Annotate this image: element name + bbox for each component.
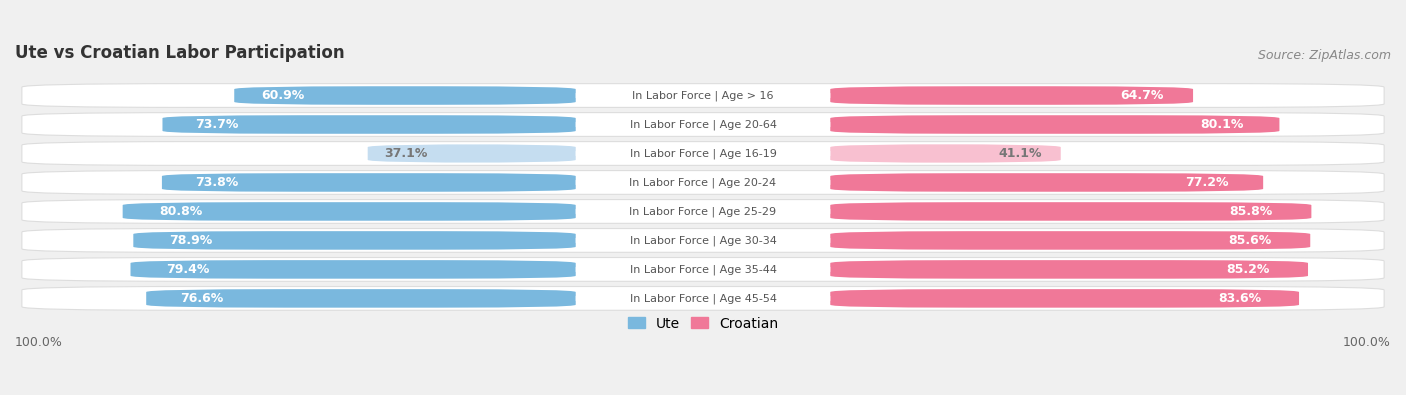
FancyBboxPatch shape [831, 289, 1299, 308]
Text: 77.2%: 77.2% [1185, 176, 1229, 189]
FancyBboxPatch shape [527, 174, 879, 191]
Text: Ute vs Croatian Labor Participation: Ute vs Croatian Labor Participation [15, 45, 344, 62]
FancyBboxPatch shape [831, 115, 1279, 134]
FancyBboxPatch shape [122, 202, 575, 221]
Legend: Ute, Croatian: Ute, Croatian [623, 311, 783, 336]
FancyBboxPatch shape [22, 113, 1384, 136]
Text: 100.0%: 100.0% [1343, 336, 1391, 349]
Text: 37.1%: 37.1% [384, 147, 427, 160]
FancyBboxPatch shape [235, 86, 575, 105]
FancyBboxPatch shape [831, 231, 1310, 250]
FancyBboxPatch shape [22, 141, 1384, 166]
FancyBboxPatch shape [831, 144, 1060, 163]
FancyBboxPatch shape [22, 286, 1384, 310]
FancyBboxPatch shape [22, 229, 1384, 252]
Text: 41.1%: 41.1% [998, 147, 1042, 160]
FancyBboxPatch shape [163, 115, 575, 134]
Text: In Labor Force | Age > 16: In Labor Force | Age > 16 [633, 90, 773, 101]
FancyBboxPatch shape [134, 231, 575, 250]
Text: 73.7%: 73.7% [195, 118, 239, 131]
FancyBboxPatch shape [831, 260, 1308, 279]
Text: 100.0%: 100.0% [15, 336, 63, 349]
Text: In Labor Force | Age 45-54: In Labor Force | Age 45-54 [630, 293, 776, 304]
FancyBboxPatch shape [131, 260, 575, 279]
Text: 60.9%: 60.9% [262, 89, 305, 102]
FancyBboxPatch shape [22, 84, 1384, 107]
FancyBboxPatch shape [527, 116, 879, 133]
Text: In Labor Force | Age 25-29: In Labor Force | Age 25-29 [630, 206, 776, 217]
Text: 85.6%: 85.6% [1229, 234, 1272, 247]
FancyBboxPatch shape [22, 171, 1384, 194]
Text: 79.4%: 79.4% [166, 263, 209, 276]
Text: 64.7%: 64.7% [1121, 89, 1164, 102]
Text: 80.1%: 80.1% [1201, 118, 1243, 131]
Text: In Labor Force | Age 35-44: In Labor Force | Age 35-44 [630, 264, 776, 275]
Text: 80.8%: 80.8% [159, 205, 202, 218]
FancyBboxPatch shape [831, 86, 1194, 105]
Text: 76.6%: 76.6% [180, 292, 224, 305]
Text: 85.2%: 85.2% [1226, 263, 1270, 276]
FancyBboxPatch shape [527, 87, 879, 104]
FancyBboxPatch shape [527, 232, 879, 249]
Text: In Labor Force | Age 16-19: In Labor Force | Age 16-19 [630, 148, 776, 159]
FancyBboxPatch shape [22, 258, 1384, 281]
FancyBboxPatch shape [162, 173, 575, 192]
Text: In Labor Force | Age 20-64: In Labor Force | Age 20-64 [630, 119, 776, 130]
FancyBboxPatch shape [527, 203, 879, 220]
Text: 73.8%: 73.8% [195, 176, 238, 189]
FancyBboxPatch shape [527, 261, 879, 278]
Text: 85.8%: 85.8% [1230, 205, 1272, 218]
Text: In Labor Force | Age 30-34: In Labor Force | Age 30-34 [630, 235, 776, 246]
Text: 83.6%: 83.6% [1219, 292, 1261, 305]
Text: Source: ZipAtlas.com: Source: ZipAtlas.com [1258, 49, 1391, 62]
FancyBboxPatch shape [146, 289, 575, 308]
Text: 78.9%: 78.9% [169, 234, 212, 247]
FancyBboxPatch shape [527, 290, 879, 307]
FancyBboxPatch shape [22, 199, 1384, 223]
FancyBboxPatch shape [831, 202, 1312, 221]
FancyBboxPatch shape [368, 144, 575, 163]
FancyBboxPatch shape [527, 145, 879, 162]
Text: In Labor Force | Age 20-24: In Labor Force | Age 20-24 [630, 177, 776, 188]
FancyBboxPatch shape [831, 173, 1263, 192]
